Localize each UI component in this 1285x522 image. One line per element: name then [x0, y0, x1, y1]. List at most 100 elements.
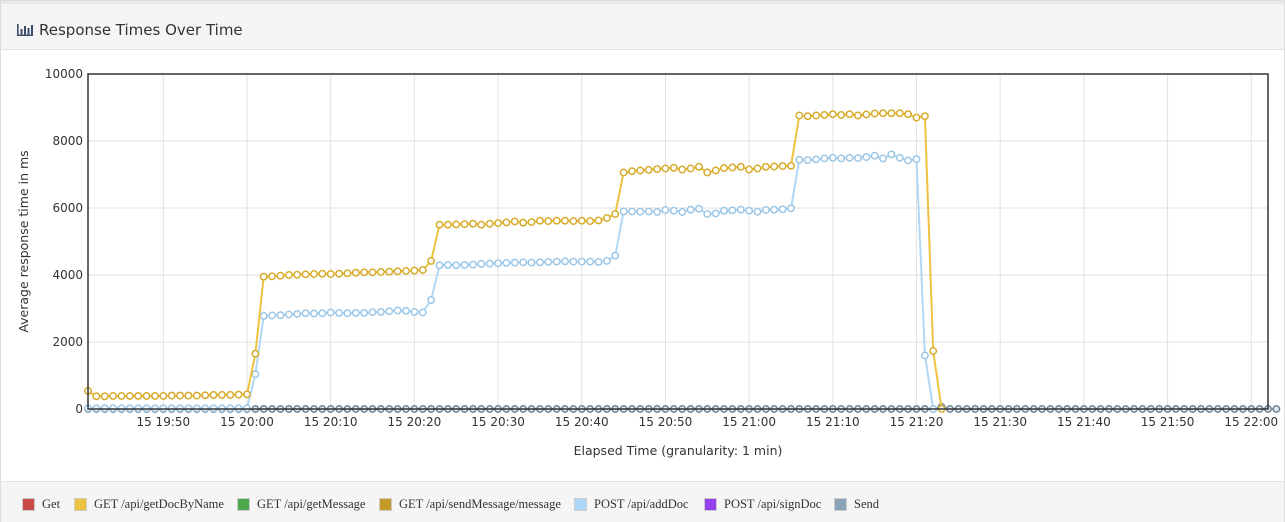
legend-label: Get [42, 496, 61, 511]
data-point [435, 220, 444, 229]
data-point [192, 391, 201, 400]
legend: Get GET /api/getDocByName GET /api/getMe… [1, 481, 1284, 522]
series-post-api-adddoc [84, 150, 938, 413]
data-point [594, 257, 603, 266]
data-point [510, 258, 519, 267]
data-point [418, 266, 427, 274]
legend-label: Send [854, 496, 879, 511]
data-point [761, 206, 770, 214]
data-point [385, 307, 394, 316]
data-point [912, 113, 921, 122]
legend-item-send[interactable]: Send [834, 496, 879, 512]
data-point [711, 209, 720, 218]
data-point [711, 166, 720, 175]
legend-item-sign-doc[interactable]: POST /api/signDoc [704, 496, 821, 512]
data-point [920, 351, 929, 360]
data-point [561, 257, 569, 266]
legend-label: POST /api/signDoc [724, 496, 822, 511]
data-point [661, 164, 670, 173]
data-point [552, 216, 561, 225]
data-point [920, 112, 929, 121]
data-point [795, 111, 804, 120]
x-tick-label: 15 20:30 [471, 415, 525, 429]
data-point [243, 390, 251, 399]
data-point [502, 218, 511, 227]
data-point [912, 155, 921, 164]
data-point [703, 168, 712, 177]
data-point [343, 309, 352, 318]
data-point [552, 257, 561, 266]
panel-top-border [1, 1, 1284, 4]
data-point [544, 257, 553, 266]
series-line [88, 153, 935, 410]
legend-swatch [379, 497, 392, 511]
data-point [443, 260, 452, 269]
data-point [895, 153, 904, 162]
data-point [310, 270, 318, 278]
data-point [619, 207, 628, 216]
data-point [301, 270, 310, 279]
data-point [402, 306, 410, 315]
data-point [125, 391, 134, 400]
data-point [142, 391, 151, 400]
series-group [84, 109, 1281, 413]
data-point [569, 217, 578, 226]
data-point [343, 269, 352, 278]
data-point [686, 164, 695, 173]
data-point [694, 162, 703, 171]
data-point [753, 207, 762, 216]
data-point [803, 156, 812, 165]
data-point [351, 308, 360, 317]
data-point [845, 153, 854, 162]
data-point [669, 163, 678, 172]
data-point [812, 111, 821, 120]
y-tick-label: 0 [75, 402, 83, 416]
legend-item-get-doc-by-name[interactable]: GET /api/getDocByName [74, 496, 224, 512]
data-point [728, 163, 737, 172]
data-point [586, 217, 595, 226]
data-point [628, 167, 636, 176]
data-point [485, 259, 494, 268]
legend-item-send-message[interactable]: GET /api/sendMessage/message [379, 496, 561, 512]
legend-item-get[interactable]: Get [22, 496, 60, 512]
data-point [628, 207, 636, 216]
data-point [117, 391, 126, 400]
data-point [661, 206, 670, 214]
data-point [477, 220, 486, 229]
data-point [527, 258, 536, 267]
data-point [368, 308, 377, 317]
data-point [502, 258, 511, 267]
data-point [402, 267, 410, 275]
x-tick-label: 15 20:20 [388, 415, 442, 429]
x-tick-label: 15 21:50 [1141, 415, 1195, 429]
data-point [778, 162, 787, 171]
data-point [745, 165, 754, 174]
data-point [1272, 405, 1281, 413]
data-point [770, 205, 779, 214]
data-point [611, 210, 620, 218]
legend-item-get-message[interactable]: GET /api/getMessage [237, 496, 365, 512]
legend-item-add-doc[interactable]: POST /api/addDoc [574, 496, 689, 512]
data-point [544, 217, 553, 226]
data-point [510, 217, 519, 226]
data-point [100, 392, 109, 401]
data-point [209, 390, 218, 399]
data-point [644, 165, 653, 174]
legend-swatch [74, 497, 87, 511]
data-point [469, 260, 477, 269]
data-point [460, 220, 469, 229]
data-point [904, 110, 913, 119]
data-point [577, 257, 586, 266]
data-point [167, 391, 176, 400]
data-point [519, 218, 528, 227]
data-point [335, 308, 344, 317]
data-point [879, 154, 887, 163]
data-point [259, 272, 268, 281]
y-tick-label: 6000 [52, 201, 83, 215]
data-point [577, 216, 586, 225]
data-point [368, 268, 377, 277]
data-point [904, 156, 913, 165]
data-point [720, 206, 728, 215]
